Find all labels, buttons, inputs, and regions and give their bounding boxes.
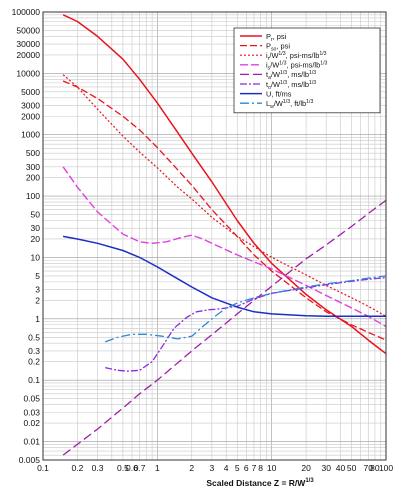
y-tick-label: 0.02 [23,418,40,428]
y-tick-labels: 0.005 0.01 0.020.03 0.05 0.1 0.20.3 0.5 1 23 5 10 2… [12,7,41,465]
y-tick-label: 0.03 [23,407,40,417]
y-tick-label: 10000 [16,68,40,78]
x-tick-label: 80 [370,463,380,473]
y-tick-label: 2 [35,295,40,305]
legend-label: ta/W1/3, ms/lb1/3 [266,70,316,81]
y-tick-label: 0.2 [28,357,40,367]
x-tick-label: 50 [347,463,357,473]
y-tick-label: 50000 [16,25,40,35]
y-tick-label: 100000 [12,7,41,17]
y-tick-label: 300 [26,162,40,172]
x-tick-label: 8 [258,463,263,473]
y-tick-label: 0.1 [28,375,40,385]
x-tick-label: 0.3 [92,463,104,473]
x-axis-label-main: Scaled Distance Z = R/W [206,478,306,488]
x-tick-label: 20 [301,463,311,473]
y-tick-label: 100 [26,191,40,201]
legend-label: Pso, psi [266,41,290,52]
y-tick-label: 20000 [16,50,40,60]
y-tick-label: 0.05 [23,394,40,404]
y-tick-label: 0.01 [23,437,40,447]
legend-label: Pr, psi [266,32,287,43]
y-tick-label: 200 [26,173,40,183]
y-tick-label: 10 [31,252,41,262]
legend-label: Lw/W1/3, ft/lb1/3 [266,99,313,110]
y-tick-label: 2000 [21,111,40,121]
x-tick-label: 30 [321,463,331,473]
x-tick-label: 2 [189,463,194,473]
y-tick-label: 30 [31,223,41,233]
y-tick-label: 3 [35,285,40,295]
x-tick-label: 0.1 [37,463,49,473]
grid-lines [42,12,386,461]
y-tick-label: 0.5 [28,332,40,342]
x-tick-label: 1 [155,463,160,473]
x-tick-label: 5 [235,463,240,473]
y-tick-label: 30000 [16,39,40,49]
y-tick-label: 5000 [21,87,40,97]
x-tick-label: 0.6 [126,463,138,473]
legend-label: to/W1/3, ms/lb1/3 [266,80,316,91]
legend-box [233,27,381,114]
series-lines [62,14,387,456]
series-line-1 [62,14,387,355]
y-tick-label: 5 [35,271,40,281]
x-tick-label: 7 [252,463,257,473]
y-tick-label: 50 [31,210,41,220]
series-line-5 [62,199,387,456]
legend-label: U, ft/ms [266,89,292,98]
x-tick-label: 100 [379,463,393,473]
series-line-4 [62,166,387,328]
x-tick-label: 4 [224,463,229,473]
x-tick-labels: 0.1 0.2 0.3 0.50.60.7 1 2 3 4 5 6 7 8 10 20 30 40 50 7080… [37,463,393,473]
x-tick-label: 0.2 [72,463,84,473]
y-tick-label: 3000 [21,100,40,110]
y-tick-label: 500 [26,148,40,158]
series-line-6 [105,276,387,372]
x-tick-label: 40 [336,463,346,473]
legend-label: ir/W1/3, psi-ms/lb1/3 [266,51,327,62]
series-line-7 [62,235,386,318]
x-tick-label: 6 [244,463,249,473]
plot-frame [42,11,387,461]
y-tick-label: 0.005 [19,455,41,465]
x-tick-label: 0.7 [134,463,146,473]
x-axis-label-sup: 1/3 [305,478,314,484]
series-line-3 [62,74,387,317]
y-tick-label: 1000 [21,130,40,140]
legend-label: is/W1/3, psi-ms/lb1/3 [266,61,328,72]
x-tick-label: 3 [210,463,215,473]
x-tick-label: 10 [267,463,277,473]
y-tick-label: 20 [31,234,41,244]
y-tick-label: 1 [35,314,40,324]
x-axis-label: Scaled Distance Z = R/W1/3 [206,478,314,488]
y-tick-label: 0.3 [28,346,40,356]
series-line-8 [104,275,387,343]
x-tick-label: 70 [364,463,374,473]
x-tick-label: 0.5 [117,463,129,473]
